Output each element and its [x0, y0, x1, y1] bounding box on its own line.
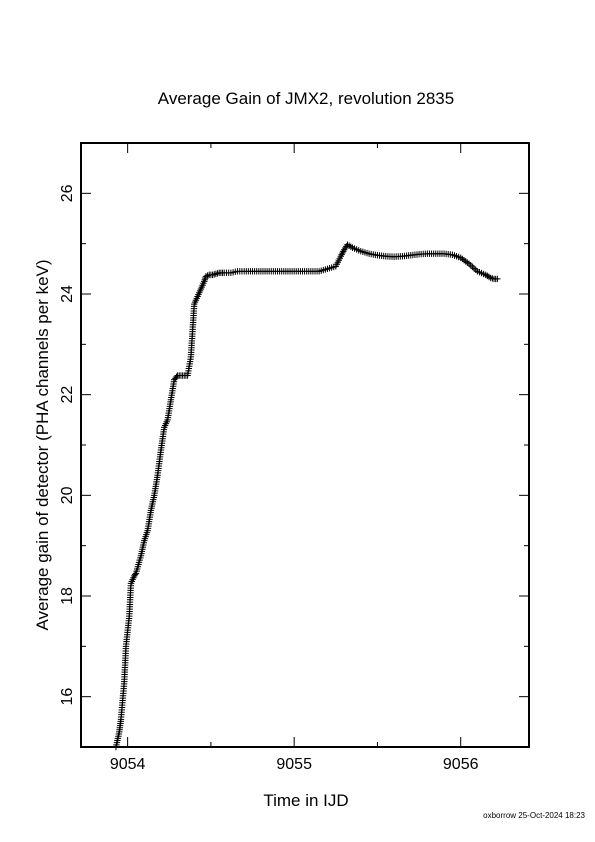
x-tick-label: 9056 — [443, 756, 479, 773]
data-point — [173, 373, 180, 381]
plot-area-frame — [80, 142, 530, 748]
data-point — [209, 271, 216, 279]
data-point — [214, 270, 221, 277]
data-point — [211, 271, 218, 278]
x-axis-tick-labels: 9054 9055 9056 — [110, 756, 479, 773]
y-tick-label: 16 — [59, 688, 76, 706]
y-axis-ticks — [81, 142, 529, 748]
y-tick-label: 20 — [59, 486, 76, 504]
chart-title: Average Gain of JMX2, revolution 2835 — [158, 89, 454, 108]
y-tick-label: 26 — [59, 184, 76, 202]
data-point — [201, 276, 208, 283]
footer-timestamp: oxborrow 25-Oct-2024 18:23 — [483, 811, 585, 820]
y-tick-label: 24 — [59, 285, 76, 303]
data-point — [470, 265, 478, 272]
data-point — [469, 263, 476, 271]
x-tick-label: 9055 — [276, 756, 312, 773]
y-tick-label: 22 — [59, 386, 76, 404]
y-axis-label: Average gain of detector (PHA channels p… — [33, 259, 52, 630]
data-point — [131, 571, 139, 578]
x-tick-label: 9054 — [110, 756, 146, 773]
x-axis-ticks — [127, 143, 462, 747]
y-axis-tick-labels: 16 18 20 22 24 26 — [59, 184, 76, 705]
data-points — [112, 241, 501, 751]
y-tick-label: 18 — [59, 587, 76, 605]
x-axis-label: Time in IJD — [263, 791, 348, 810]
data-point — [494, 275, 501, 283]
data-point — [212, 270, 220, 278]
data-point — [202, 273, 210, 280]
